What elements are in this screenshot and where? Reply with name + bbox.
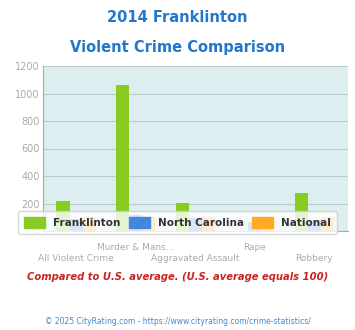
Bar [129, 215, 142, 231]
Text: Violent Crime Comparison: Violent Crime Comparison [70, 40, 285, 54]
Bar [308, 220, 321, 231]
Text: Murder & Mans...: Murder & Mans... [97, 243, 174, 252]
Bar [202, 217, 215, 231]
Bar [176, 203, 189, 231]
Bar [142, 217, 155, 231]
Bar [321, 217, 334, 231]
Legend: Franklinton, North Carolina, National: Franklinton, North Carolina, National [17, 211, 338, 234]
Text: Aggravated Assault: Aggravated Assault [151, 254, 240, 263]
Bar [83, 217, 96, 231]
Bar [261, 217, 274, 231]
Text: 2014 Franklinton: 2014 Franklinton [107, 10, 248, 25]
Bar [70, 218, 83, 231]
Text: © 2025 CityRating.com - https://www.cityrating.com/crime-statistics/: © 2025 CityRating.com - https://www.city… [45, 317, 310, 326]
Bar [295, 192, 308, 231]
Bar [56, 201, 70, 231]
Text: Rape: Rape [244, 243, 266, 252]
Bar [116, 85, 129, 231]
Bar [248, 222, 261, 231]
Text: All Violent Crime: All Violent Crime [38, 254, 114, 263]
Bar [189, 218, 202, 231]
Text: Compared to U.S. average. (U.S. average equals 100): Compared to U.S. average. (U.S. average … [27, 272, 328, 282]
Text: Robbery: Robbery [296, 254, 333, 263]
